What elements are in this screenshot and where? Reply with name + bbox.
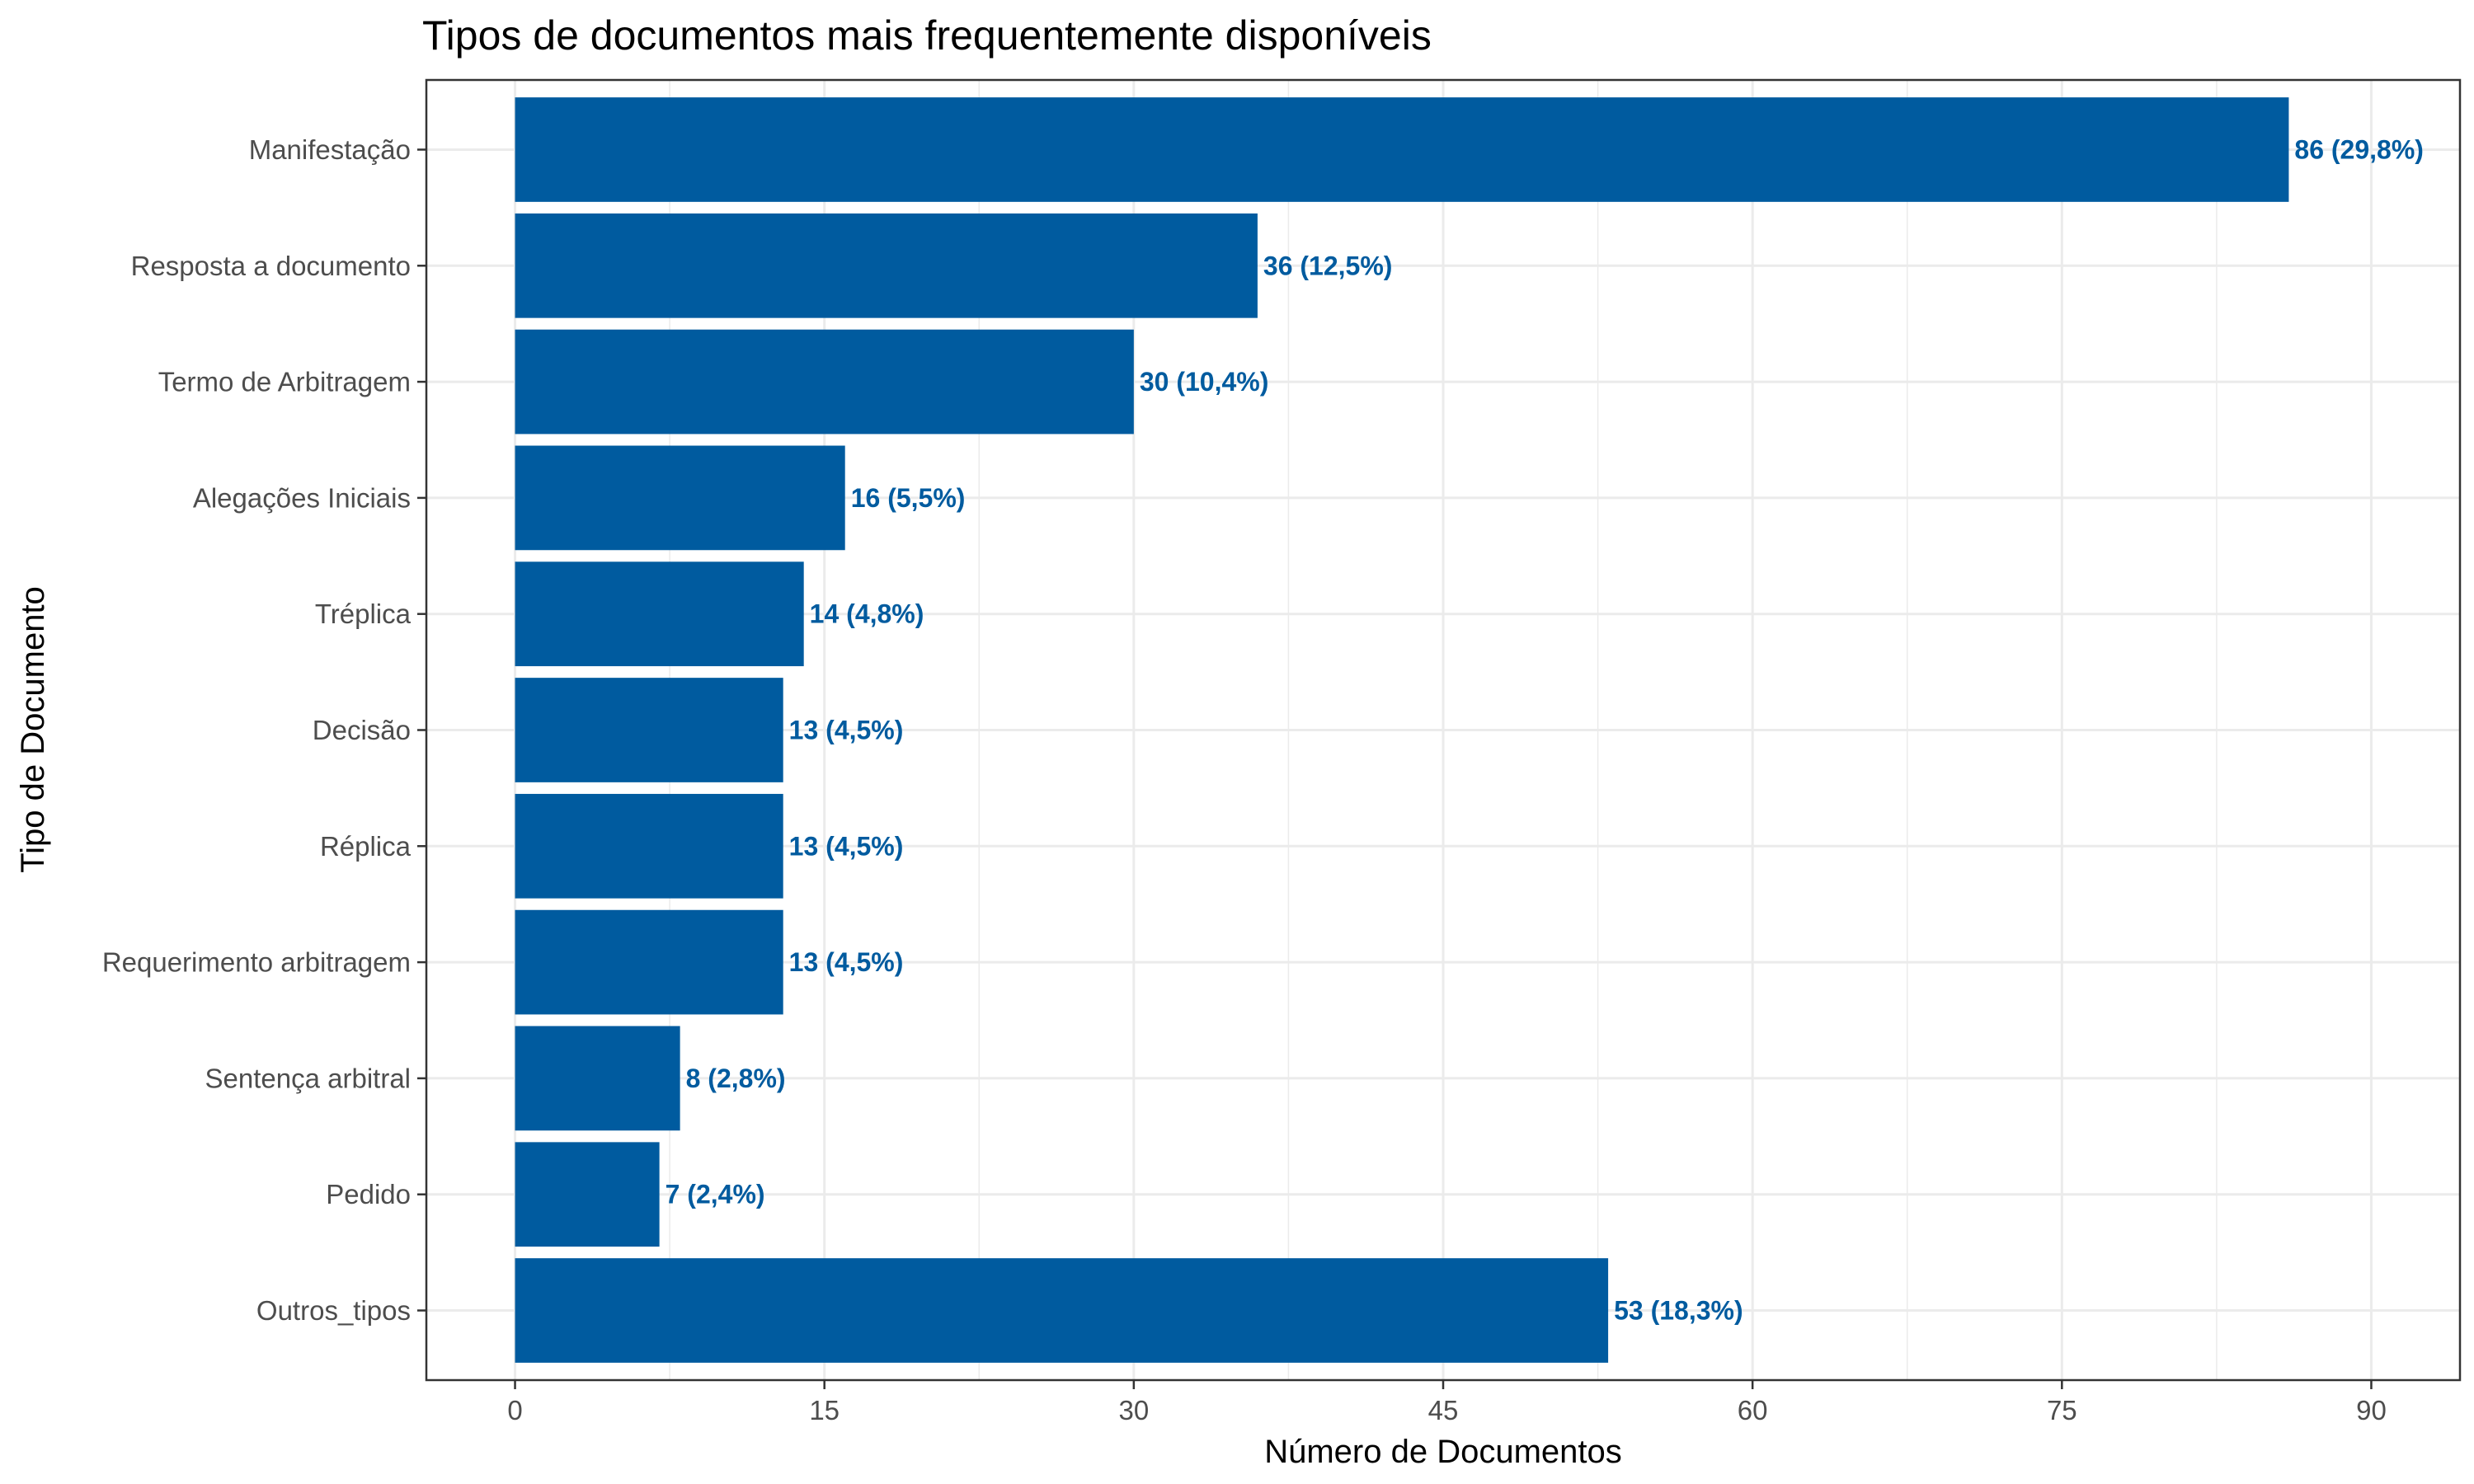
data-label: 30 (10,4%) xyxy=(1140,367,1269,397)
x-tick-label: 30 xyxy=(1118,1395,1149,1425)
data-label: 53 (18,3%) xyxy=(1614,1296,1743,1326)
y-axis-title: Tipo de Documento xyxy=(15,586,51,873)
bar xyxy=(515,1142,660,1247)
x-tick-label: 90 xyxy=(2356,1395,2387,1425)
y-tick-label: Manifestação xyxy=(249,134,411,165)
y-tick-label: Alegações Iniciais xyxy=(193,482,411,513)
y-tick-label: Decisão xyxy=(313,715,411,745)
data-label: 13 (4,5%) xyxy=(789,716,904,745)
bar xyxy=(515,445,845,551)
data-label: 86 (29,8%) xyxy=(2294,134,2424,164)
data-label: 13 (4,5%) xyxy=(789,831,904,861)
data-label: 14 (4,8%) xyxy=(810,599,924,629)
x-tick-label: 45 xyxy=(1428,1395,1459,1425)
data-label: 8 (2,8%) xyxy=(686,1064,786,1093)
x-axis-title: Número de Documentos xyxy=(1264,1434,1622,1470)
data-labels: 86 (29,8%) 36 (12,5%) 30 (10,4%) 16 (5,5%) 1… xyxy=(666,134,2424,1325)
y-tick-label: Pedido xyxy=(326,1179,411,1209)
y-tick-label: Termo de Arbitragem xyxy=(158,367,411,397)
bar xyxy=(515,329,1134,434)
bar xyxy=(515,561,804,667)
x-tick-label: 60 xyxy=(1738,1395,1768,1425)
bar xyxy=(515,1258,1609,1363)
bar xyxy=(515,793,783,899)
data-label: 7 (2,4%) xyxy=(666,1180,765,1209)
bar xyxy=(515,97,2289,202)
y-axis: Manifestação Resposta a documento Termo de… xyxy=(102,134,426,1326)
y-tick-label: Outros_tipos xyxy=(256,1295,411,1326)
data-label: 13 (4,5%) xyxy=(789,947,904,977)
chart-title: Tipos de documentos mais frequentemente … xyxy=(422,12,1432,59)
bar xyxy=(515,213,1258,318)
y-tick-label: Resposta a documento xyxy=(131,251,411,281)
bars xyxy=(515,97,2289,1363)
bar xyxy=(515,1026,680,1131)
x-tick-label: 75 xyxy=(2047,1395,2077,1425)
y-tick-label: Requerimento arbitragem xyxy=(102,947,411,978)
x-axis: 0 15 30 45 60 75 90 xyxy=(507,1380,2387,1425)
y-tick-label: Tréplica xyxy=(315,599,412,629)
x-tick-label: 0 xyxy=(507,1395,522,1425)
y-tick-label: Réplica xyxy=(320,831,412,862)
x-tick-label: 15 xyxy=(809,1395,840,1425)
bar xyxy=(515,909,783,1015)
bar xyxy=(515,678,783,782)
data-label: 16 (5,5%) xyxy=(851,483,966,513)
y-tick-label: Sentença arbitral xyxy=(205,1063,411,1093)
data-label: 36 (12,5%) xyxy=(1263,251,1393,280)
